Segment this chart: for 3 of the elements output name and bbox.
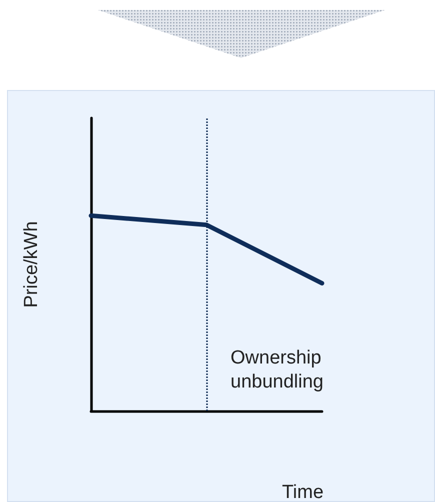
annotation: Ownership unbundling [230,348,324,392]
x-axis-title: Time [282,482,324,502]
y-axis-title: Price/kWh [21,221,42,308]
